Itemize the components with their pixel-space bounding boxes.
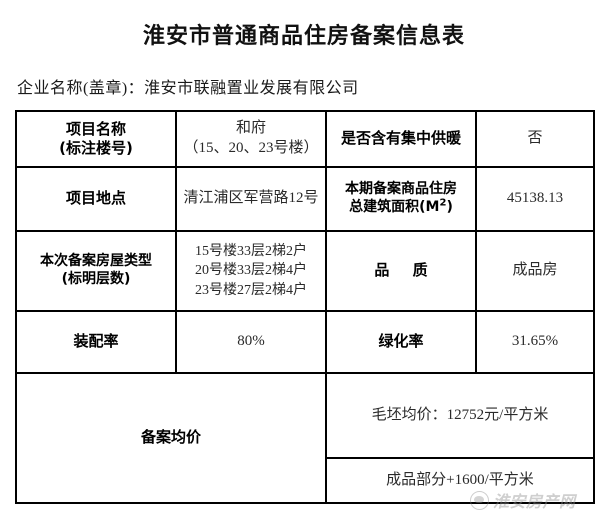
table-row: 项目名称 (标注楼号) 和府 （15、20、23号楼） 是否含有集中供暖 否 <box>15 110 595 168</box>
row-label-assembly-rate: 装配率 <box>15 310 177 374</box>
row-value-house-type: 15号楼33层2梯2户 20号楼33层2梯4户 23号楼27层2梯4户 <box>175 230 327 312</box>
company-name-label: 企业名称(盖章)：淮安市联融置业发展有限公司 <box>17 80 359 97</box>
price-subrow-finished: 成品部分+1600/平方米 <box>327 458 593 502</box>
table-row: 本次备案房屋类型 (标明层数) 15号楼33层2梯2户 20号楼33层2梯4户 … <box>15 230 595 312</box>
row-label-green-rate: 绿化率 <box>325 310 477 374</box>
row-label-project-name: 项目名称 (标注楼号) <box>15 110 177 168</box>
row-label-house-type: 本次备案房屋类型 (标明层数) <box>15 230 177 312</box>
filing-info-table: 项目名称 (标注楼号) 和府 （15、20、23号楼） 是否含有集中供暖 否 <box>15 110 595 504</box>
square-meter-superscript: 2 <box>439 197 447 209</box>
table-row: 备案均价 毛坯均价：12752元/平方米 <box>15 372 595 504</box>
row-value-assembly-rate: 80% <box>175 310 327 374</box>
row-label-project-location: 项目地点 <box>15 166 177 232</box>
row-value-central-heating: 否 <box>475 110 595 168</box>
row-value-project-location: 清江浦区军营路12号 <box>175 166 327 232</box>
average-price-split-table: 毛坯均价：12752元/平方米 成品部分+1600/平方米 <box>327 374 593 502</box>
price-subrow-rough: 毛坯均价：12752元/平方米 <box>327 374 593 459</box>
filing-info-table-wrapper: 项目名称 (标注楼号) 和府 （15、20、23号楼） 是否含有集中供暖 否 <box>15 110 595 504</box>
row-label-total-building-area: 本期备案商品住房 总建筑面积(M2) <box>325 166 477 232</box>
row-value-total-building-area: 45138.13 <box>475 166 595 232</box>
row-value-quality: 成品房 <box>475 230 595 312</box>
row-value-average-price: 毛坯均价：12752元/平方米 成品部分+1600/平方米 <box>325 372 595 504</box>
row-label-central-heating: 是否含有集中供暖 <box>325 110 477 168</box>
page-title: 淮安市普通商品住房备案信息表 <box>142 24 465 49</box>
row-value-project-name: 和府 （15、20、23号楼） <box>175 110 327 168</box>
table-row: 项目地点 清江浦区军营路12号 本期备案商品住房 总建筑面积(M2) 45138… <box>15 166 595 232</box>
price-finished-cell: 成品部分+1600/平方米 <box>386 471 534 488</box>
table-row: 装配率 80% 绿化率 31.65% <box>15 310 595 374</box>
total-area-unit-line: 总建筑面积(M2) <box>349 197 453 215</box>
row-label-average-price: 备案均价 <box>15 372 327 504</box>
row-value-green-rate: 31.65% <box>475 310 595 374</box>
row-label-quality: 品 质 <box>325 230 477 312</box>
price-rough-cell: 毛坯均价：12752元/平方米 <box>327 374 593 459</box>
